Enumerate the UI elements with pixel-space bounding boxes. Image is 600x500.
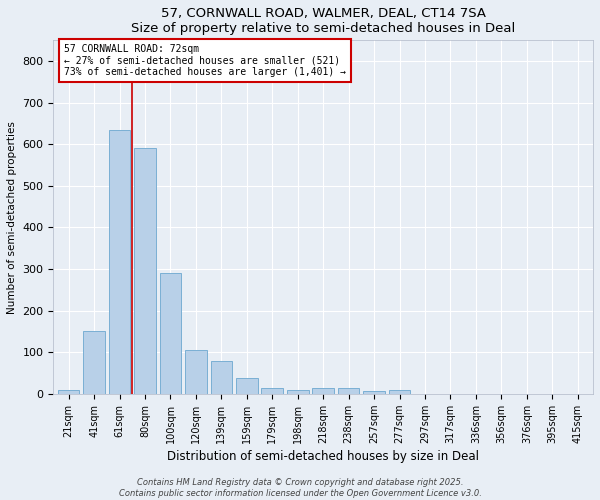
X-axis label: Distribution of semi-detached houses by size in Deal: Distribution of semi-detached houses by …: [167, 450, 479, 463]
Bar: [338, 388, 359, 394]
Y-axis label: Number of semi-detached properties: Number of semi-detached properties: [7, 120, 17, 314]
Bar: [160, 273, 181, 394]
Bar: [211, 360, 232, 394]
Text: 57 CORNWALL ROAD: 72sqm
← 27% of semi-detached houses are smaller (521)
73% of s: 57 CORNWALL ROAD: 72sqm ← 27% of semi-de…: [64, 44, 346, 77]
Bar: [313, 388, 334, 394]
Title: 57, CORNWALL ROAD, WALMER, DEAL, CT14 7SA
Size of property relative to semi-deta: 57, CORNWALL ROAD, WALMER, DEAL, CT14 7S…: [131, 7, 515, 35]
Bar: [109, 130, 130, 394]
Bar: [236, 378, 257, 394]
Bar: [363, 390, 385, 394]
Bar: [58, 390, 79, 394]
Bar: [287, 390, 308, 394]
Bar: [262, 388, 283, 394]
Bar: [389, 390, 410, 394]
Bar: [134, 148, 156, 394]
Bar: [185, 350, 207, 394]
Text: Contains HM Land Registry data © Crown copyright and database right 2025.
Contai: Contains HM Land Registry data © Crown c…: [119, 478, 481, 498]
Bar: [83, 332, 105, 394]
